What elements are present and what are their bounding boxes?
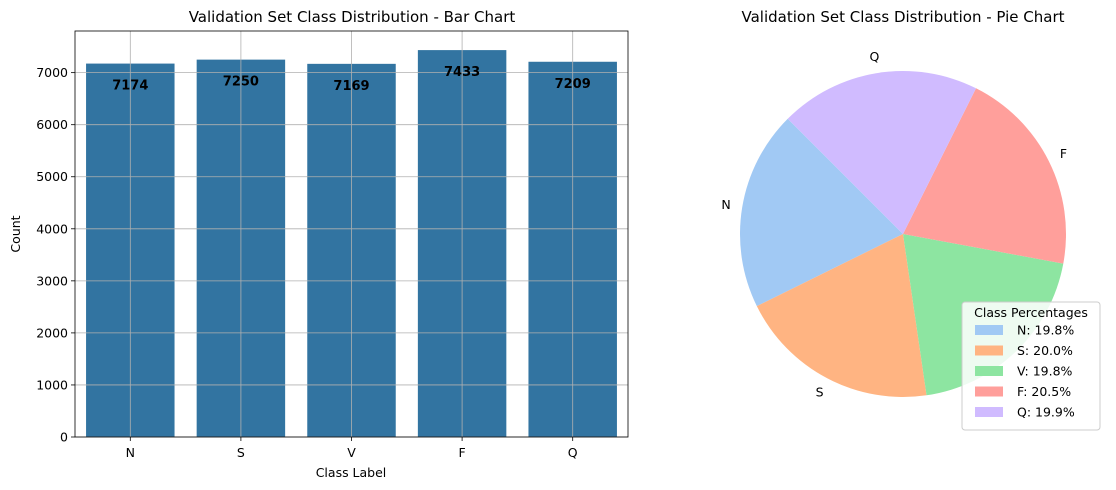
pie-label-S: S [816, 385, 824, 400]
legend-title: Class Percentages [974, 305, 1088, 320]
legend-label-F: F: 20.5% [1017, 384, 1071, 399]
legend-swatch-F [975, 386, 1003, 397]
bar-y-tick-label: 0 [60, 430, 68, 445]
bar-x-tick-label: N [126, 445, 135, 460]
legend-label-V: V: 19.8% [1017, 364, 1073, 379]
bar-y-tick-label: 4000 [36, 221, 68, 236]
bar-data-label: 7174 [112, 79, 148, 94]
bar-x-tick-label: F [458, 445, 465, 460]
pie-slice-N [739, 118, 903, 307]
legend-entries: N: 19.8% S: 20.0% V: 19.8% F: 20.5% Q: 19.9% [975, 323, 1075, 420]
bar-y-ticks: 0 1000 2000 3000 4000 5000 6000 7000 [36, 65, 75, 445]
bar-data-label: 7169 [333, 79, 369, 94]
pie-label-F: F [1060, 146, 1067, 161]
legend-label-N: N: 19.8% [1017, 323, 1074, 338]
bar-y-tick-label: 6000 [36, 117, 68, 132]
bar-data-label: 7209 [555, 77, 591, 92]
bar-chart-title: Validation Set Class Distribution - Bar … [189, 8, 516, 26]
bar-y-tick-label: 5000 [36, 169, 68, 184]
bar-y-tick-label: 7000 [36, 65, 68, 80]
bar-data-label: 7433 [444, 65, 480, 80]
bar-y-axis-label: Count [8, 215, 23, 252]
pie-label-N: N [721, 197, 730, 212]
bar-y-tick-label: 2000 [36, 325, 68, 340]
pie-chart-title: Validation Set Class Distribution - Pie … [741, 8, 1064, 26]
bar-x-tick-label: S [237, 445, 245, 460]
pie-chart: Validation Set Class Distribution - Pie … [721, 8, 1101, 431]
pie-legend: Class Percentages N: 19.8% S: 20.0% V: 19.… [961, 301, 1101, 431]
legend-label-S: S: 20.0% [1017, 343, 1073, 358]
legend-label-Q: Q: 19.9% [1017, 405, 1075, 420]
bar-data-label: 7250 [223, 75, 259, 90]
pie-labels: N S F Q [721, 49, 1067, 400]
pie-slice-F [903, 88, 1066, 264]
bar-data-labels: 7174 7250 7169 7433 7209 [112, 65, 591, 94]
bar-x-axis-label: Class Label [316, 465, 387, 480]
legend-swatch-N [975, 325, 1003, 335]
bar-y-tick-label: 3000 [36, 273, 68, 288]
bar-x-tick-label: V [347, 445, 356, 460]
legend-swatch-Q [975, 407, 1003, 417]
pie-label-Q: Q [869, 49, 879, 64]
bar-x-tick-label: Q [568, 445, 578, 460]
pie-slice-S [756, 234, 927, 397]
legend-swatch-V [975, 366, 1003, 376]
legend-swatch-S [975, 345, 1003, 356]
bar-y-tick-label: 1000 [36, 377, 68, 392]
pie-slice-Q [787, 71, 977, 235]
bar-chart: Validation Set Class Distribution - Bar … [8, 8, 629, 480]
